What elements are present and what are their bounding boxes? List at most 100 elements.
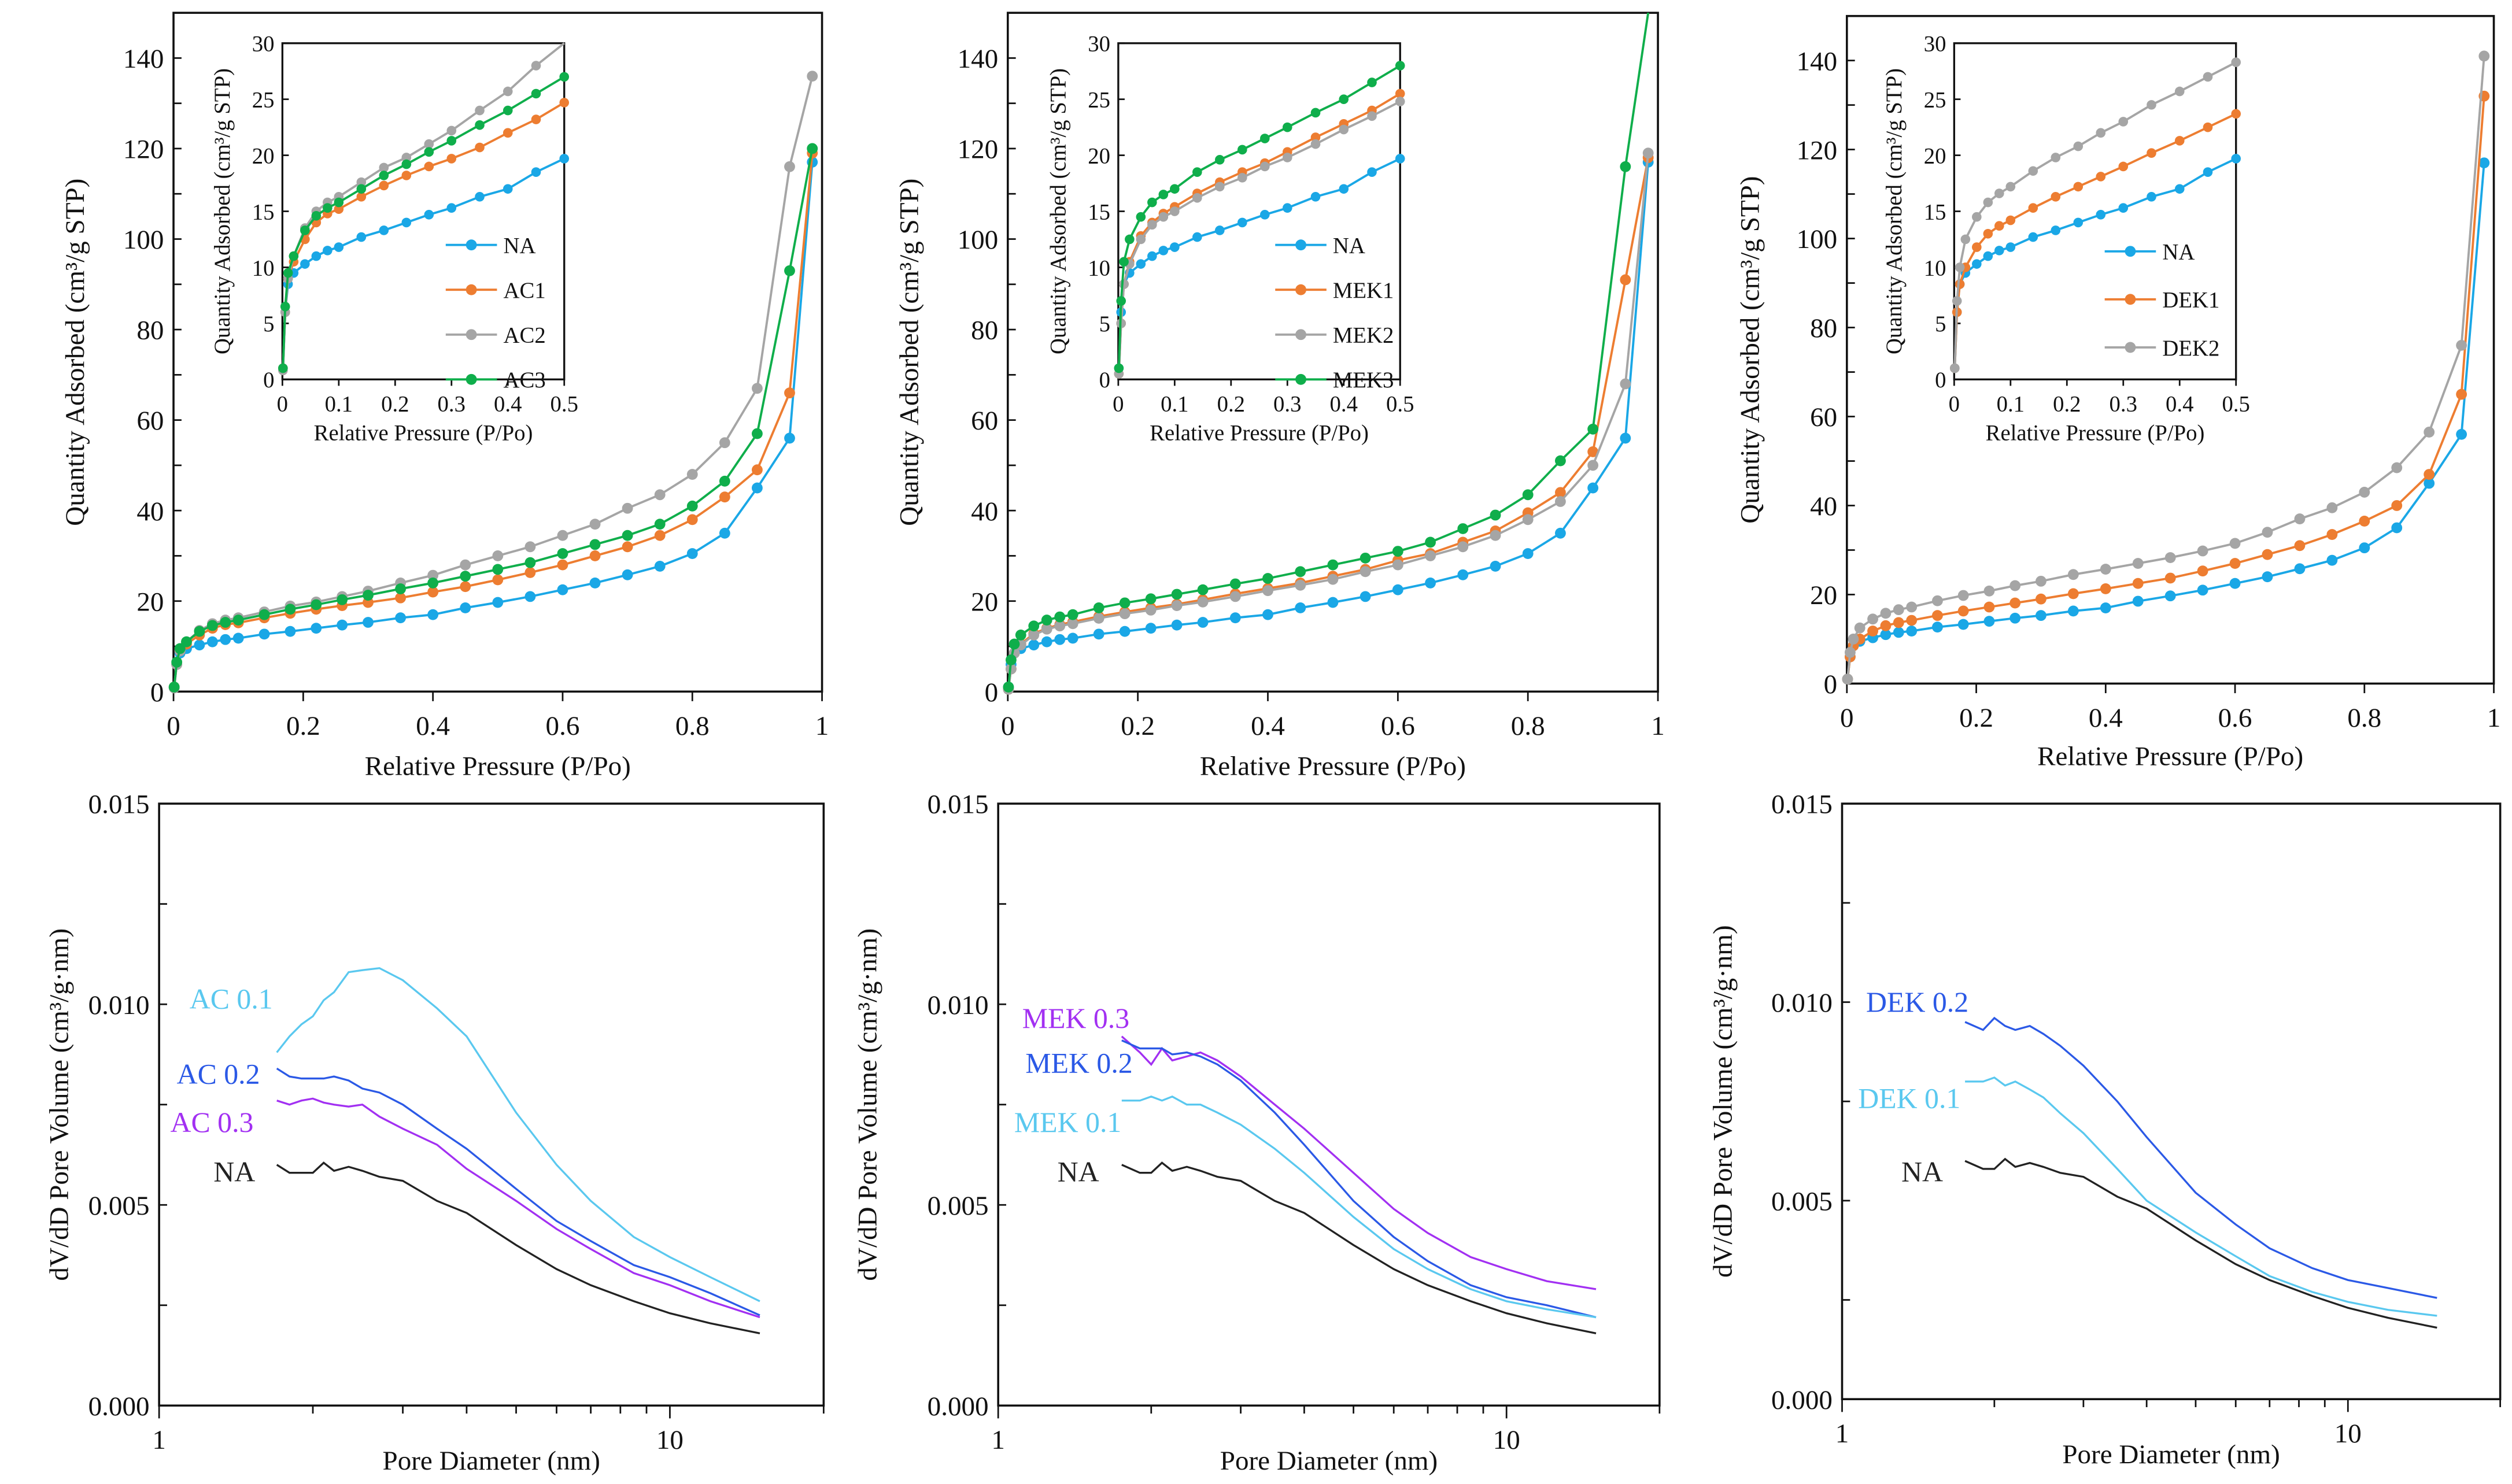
series-ac-0-1	[276, 967, 760, 1302]
y-tick-label: 0	[150, 678, 164, 708]
series-ac-0-2	[276, 1067, 760, 1316]
data-point	[1490, 561, 1501, 572]
data-point	[1522, 548, 1534, 559]
x-tick-label: 0.2	[286, 711, 320, 741]
data-point	[1620, 161, 1631, 172]
data-point	[2229, 558, 2241, 569]
inset-legend: NA AC1 AC2 AC3	[445, 234, 546, 393]
inset-x-tick-label: 0.4	[2166, 392, 2193, 417]
legend-label: DEK2	[2162, 336, 2219, 361]
data-point	[751, 482, 763, 494]
y-tick-label: 100	[123, 225, 164, 255]
data-point	[1259, 161, 1270, 172]
data-point	[1972, 259, 1982, 269]
y-axis-label: dV/dD Pore Volume (cm³/g·nm)	[44, 928, 74, 1281]
x-tick-label: 0.8	[2347, 703, 2381, 733]
y-tick-label: 140	[1797, 46, 1838, 76]
data-point	[337, 619, 348, 631]
data-point	[2424, 478, 2435, 489]
data-point	[1932, 595, 1943, 606]
data-point	[1854, 622, 1865, 634]
series-line	[1121, 1039, 1597, 1319]
series-line	[276, 1067, 760, 1316]
data-point	[460, 602, 471, 613]
legend-marker	[1295, 284, 1306, 295]
data-point	[524, 591, 536, 602]
data-point	[719, 527, 730, 539]
data-point	[300, 259, 310, 269]
data-point	[475, 142, 485, 153]
legend-label: AC3	[504, 368, 546, 393]
data-point	[1360, 566, 1371, 578]
inset-y-tick-label: 25	[1924, 88, 1946, 113]
data-point	[1554, 527, 1566, 539]
data-point	[475, 105, 485, 116]
data-point	[427, 569, 439, 581]
legend-marker	[466, 239, 477, 251]
data-point	[1587, 446, 1599, 457]
data-point	[280, 301, 290, 312]
inset-x-tick-label: 0.1	[1997, 392, 2025, 417]
y-tick-label: 80	[136, 316, 164, 346]
data-point	[1119, 257, 1129, 267]
data-point	[334, 242, 344, 252]
data-point	[1192, 232, 1202, 242]
data-point	[2036, 575, 2046, 587]
inset-y-tick-label: 30	[1924, 32, 1946, 57]
data-point	[2005, 242, 2016, 252]
inset-y-tick-label: 30	[252, 32, 275, 57]
data-point	[2262, 527, 2273, 538]
data-point	[1642, 147, 1654, 159]
data-point	[2096, 128, 2106, 138]
series-na	[1964, 1157, 2437, 1329]
data-point	[1158, 246, 1169, 256]
data-point	[1554, 487, 1566, 498]
x-tick-label: 0.6	[546, 711, 580, 741]
data-point	[2326, 502, 2338, 513]
data-point	[2164, 590, 2176, 602]
data-point	[2229, 538, 2241, 549]
legend-marker	[1295, 373, 1306, 385]
data-point	[1067, 618, 1078, 630]
data-point	[379, 171, 389, 180]
data-point	[334, 197, 344, 208]
data-point	[311, 210, 322, 221]
data-point	[1880, 620, 1892, 631]
x-tick-label: 0.6	[2218, 703, 2252, 733]
data-point	[401, 153, 412, 162]
data-point	[446, 136, 457, 146]
legend-label: MEK2	[1333, 323, 1394, 348]
data-point	[654, 561, 666, 572]
legend-label: NA	[1333, 234, 1365, 258]
y-tick-label: 100	[1797, 224, 1838, 254]
legend-item: NA	[2104, 240, 2195, 265]
data-point	[1395, 88, 1405, 99]
data-point	[363, 590, 374, 601]
legend-marker	[2125, 342, 2136, 353]
x-tick-label: 0.8	[675, 711, 710, 741]
data-point	[492, 550, 504, 561]
data-point	[1282, 203, 1292, 213]
y-tick-label: 140	[123, 44, 164, 74]
series-label: NA	[1901, 1156, 1943, 1188]
data-point	[220, 634, 231, 645]
x-tick-label: 0.4	[1251, 711, 1285, 741]
data-point	[1983, 616, 1995, 627]
data-point	[1957, 605, 1969, 617]
y-tick-label: 0.000	[1771, 1385, 1833, 1415]
inset-chart: 0 5 10 15 20 25 30 0 0.1 0.2 0.3 0.4 0.5 Relative Pre…	[210, 30, 578, 447]
data-point	[1171, 619, 1183, 631]
series-mek-0-3	[1121, 1035, 1597, 1290]
chart-psd-mek: 0.000 0.005 0.010 0.015 1 10 Pore Diameter (nm…	[853, 790, 1661, 1476]
y-tick-label: 0.005	[1771, 1186, 1833, 1216]
data-point	[524, 541, 536, 553]
data-point	[2147, 192, 2156, 202]
data-point	[2036, 593, 2046, 605]
data-point	[2359, 486, 2370, 498]
inset-y-tick-label: 20	[1924, 143, 1946, 168]
data-point	[1880, 629, 1892, 641]
x-tick-label: 1	[815, 711, 829, 741]
series-line	[1121, 1095, 1597, 1319]
y-axis-label: dV/dD Pore Volume (cm³/g·nm)	[1708, 925, 1738, 1278]
